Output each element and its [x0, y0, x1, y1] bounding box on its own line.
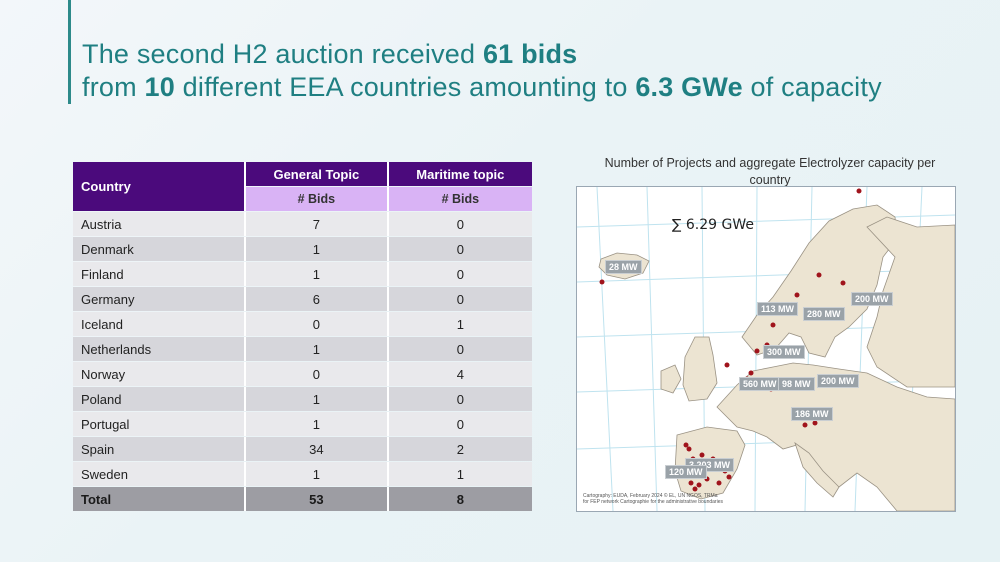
capacity-label-norway: 113 MW	[757, 302, 799, 316]
slide-title: The second H2 auction received 61 bids f…	[82, 38, 982, 104]
capacity-label-denmark: 300 MW	[763, 345, 805, 359]
general-bids-cell: 0	[246, 362, 389, 386]
maritime-bids-cell: 0	[388, 212, 532, 236]
total-maritime-cell: 8	[388, 487, 532, 511]
country-cell: Iceland	[73, 312, 246, 336]
table-row: Austria 7 0	[73, 212, 532, 236]
table-row: Poland 1 0	[73, 387, 532, 411]
table-row: Portugal 1 0	[73, 412, 532, 436]
title-line-2: from 10 different EEA countries amountin…	[82, 71, 982, 104]
header-country: Country	[73, 162, 246, 211]
maritime-bids-cell: 0	[388, 237, 532, 261]
total-general-cell: 53	[246, 487, 389, 511]
map-footnote: Cartography: EUDA, February 2024 © EL, U…	[583, 493, 723, 505]
table-row: Finland 1 0	[73, 262, 532, 286]
map-graphic	[577, 187, 955, 511]
country-cell: Finland	[73, 262, 246, 286]
table-row: Iceland 0 1	[73, 312, 532, 336]
capacity-label-netherlands: 560 MW	[739, 377, 781, 391]
maritime-bids-cell: 0	[388, 262, 532, 286]
general-bids-cell: 1	[246, 237, 389, 261]
title-text: of capacity	[742, 72, 882, 102]
subheader-general-bids: # Bids	[246, 187, 389, 211]
general-bids-cell: 1	[246, 462, 389, 486]
country-cell: Poland	[73, 387, 246, 411]
header-general-topic: General Topic	[246, 162, 389, 186]
title-text: The second H2 auction received	[82, 39, 483, 69]
country-cell: Spain	[73, 437, 246, 461]
country-cell: Germany	[73, 287, 246, 311]
general-bids-cell: 1	[246, 337, 389, 361]
maritime-bids-cell: 0	[388, 287, 532, 311]
capacity-label-finland: 200 MW	[851, 292, 893, 306]
table-row: Sweden 1 1	[73, 462, 532, 486]
general-bids-cell: 1	[246, 412, 389, 436]
total-row: Total 53 8	[73, 487, 532, 511]
general-bids-cell: 7	[246, 212, 389, 236]
europe-map: ∑ 6.29 GWe 28 MW 113 MW 280 MW 200 MW 30…	[576, 186, 956, 512]
general-bids-cell: 0	[246, 312, 389, 336]
accent-bar	[68, 0, 71, 104]
maritime-bids-cell: 0	[388, 412, 532, 436]
header-maritime-topic: Maritime topic	[388, 162, 532, 186]
general-bids-cell: 34	[246, 437, 389, 461]
title-text: different EEA countries amounting to	[174, 72, 636, 102]
capacity-label-germany: 98 MW	[778, 377, 815, 391]
general-bids-cell: 1	[246, 262, 389, 286]
capacity-label-sweden: 280 MW	[803, 307, 845, 321]
capacity-label-iceland: 28 MW	[605, 260, 642, 274]
maritime-bids-cell: 4	[388, 362, 532, 386]
table-row: Spain 34 2	[73, 437, 532, 461]
title-text: from	[82, 72, 145, 102]
maritime-bids-cell: 1	[388, 312, 532, 336]
maritime-bids-cell: 2	[388, 437, 532, 461]
title-capacity-highlight: 6.3 GWe	[635, 72, 743, 102]
country-cell: Austria	[73, 212, 246, 236]
country-cell: Denmark	[73, 237, 246, 261]
country-cell: Portugal	[73, 412, 246, 436]
total-capacity-label: ∑ 6.29 GWe	[672, 217, 754, 233]
map-title: Number of Projects and aggregate Electro…	[604, 156, 936, 187]
maritime-bids-cell: 0	[388, 337, 532, 361]
subheader-maritime-bids: # Bids	[388, 187, 532, 211]
general-bids-cell: 1	[246, 387, 389, 411]
title-line-1: The second H2 auction received 61 bids	[82, 38, 982, 71]
table-row: Norway 0 4	[73, 362, 532, 386]
title-bids-highlight: 61 bids	[482, 39, 578, 69]
country-cell: Netherlands	[73, 337, 246, 361]
capacity-label-portugal: 120 MW	[665, 465, 707, 479]
table-row: Germany 6 0	[73, 287, 532, 311]
total-label-cell: Total	[73, 487, 246, 511]
capacity-label-austria: 186 MW	[791, 407, 833, 421]
country-cell: Sweden	[73, 462, 246, 486]
table-row: Denmark 1 0	[73, 237, 532, 261]
title-countries-highlight: 10	[144, 72, 175, 102]
table-row: Netherlands 1 0	[73, 337, 532, 361]
maritime-bids-cell: 1	[388, 462, 532, 486]
bids-table: Country General Topic Maritime topic # B…	[73, 161, 532, 512]
country-cell: Norway	[73, 362, 246, 386]
general-bids-cell: 6	[246, 287, 389, 311]
maritime-bids-cell: 0	[388, 387, 532, 411]
capacity-label-poland: 200 MW	[817, 374, 859, 388]
